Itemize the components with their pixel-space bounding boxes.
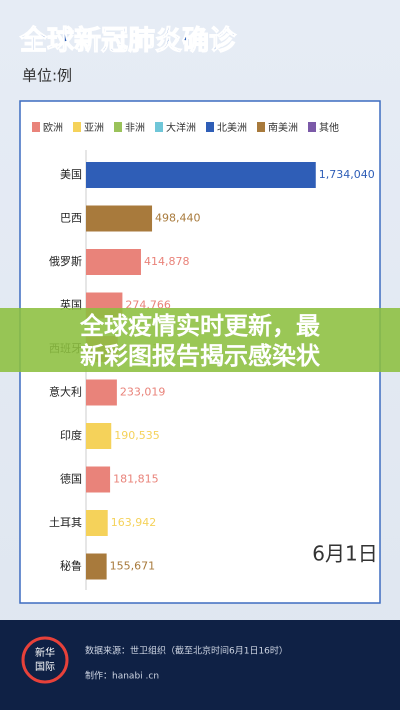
category-label: 秘鲁 [60, 559, 82, 573]
category-label: 印度 [60, 428, 82, 442]
logo-text: 新华 [35, 646, 55, 659]
bar [86, 510, 108, 536]
value-label: 233,019 [120, 386, 166, 399]
legend-label: 其他 [319, 121, 339, 134]
value-label: 155,671 [110, 560, 156, 573]
banner-line: 全球疫情实时更新，最 [79, 312, 321, 340]
legend-label: 南美洲 [268, 121, 298, 134]
footer [0, 620, 400, 710]
banner [0, 308, 400, 372]
logo-text: 国际 [35, 661, 55, 673]
value-label: 181,815 [113, 473, 159, 486]
legend-label: 非洲 [125, 122, 145, 134]
bar [86, 205, 153, 232]
legend-swatch [114, 122, 122, 132]
legend-swatch [257, 122, 265, 132]
category-label: 德国 [60, 472, 82, 486]
legend-label: 欧洲 [43, 122, 63, 134]
value-label: 498,440 [155, 212, 201, 225]
date-annotation: 6月1日 [312, 542, 377, 566]
value-label: 163,942 [111, 516, 157, 529]
bar [86, 553, 107, 580]
legend-swatch [32, 122, 40, 132]
value-label: 190,535 [114, 429, 159, 442]
chart-title: 全球新冠肺炎确诊 [19, 25, 237, 57]
category-label: 土耳其 [49, 516, 82, 529]
bar [86, 466, 111, 493]
category-label: 意大利 [49, 385, 82, 399]
chart-subtitle: 单位:例 [22, 67, 72, 85]
logo-ring [21, 636, 69, 684]
credit: 制作：hanabi .cn [85, 670, 159, 682]
legend-label: 亚洲 [84, 122, 104, 134]
legend-swatch [308, 122, 316, 132]
value-label: 414,878 [144, 255, 190, 268]
bar [86, 162, 316, 188]
source: 数据来源：世卫组织（截至北京时间6月1日16时） [85, 645, 288, 657]
value-label: 1,734,040 [319, 168, 375, 181]
banner-line: 新彩图报告揭示感染状 [80, 342, 321, 370]
bar [86, 379, 117, 406]
bar [86, 249, 141, 275]
category-label: 美国 [60, 168, 82, 181]
legend-swatch [206, 122, 214, 132]
legend-swatch [73, 122, 81, 132]
legend-swatch [155, 122, 163, 132]
category-label: 巴西 [60, 212, 82, 225]
bar [86, 423, 112, 449]
legend-label: 北美洲 [217, 121, 247, 134]
legend-label: 大洋洲 [166, 121, 196, 134]
category-label: 俄罗斯 [49, 255, 82, 268]
